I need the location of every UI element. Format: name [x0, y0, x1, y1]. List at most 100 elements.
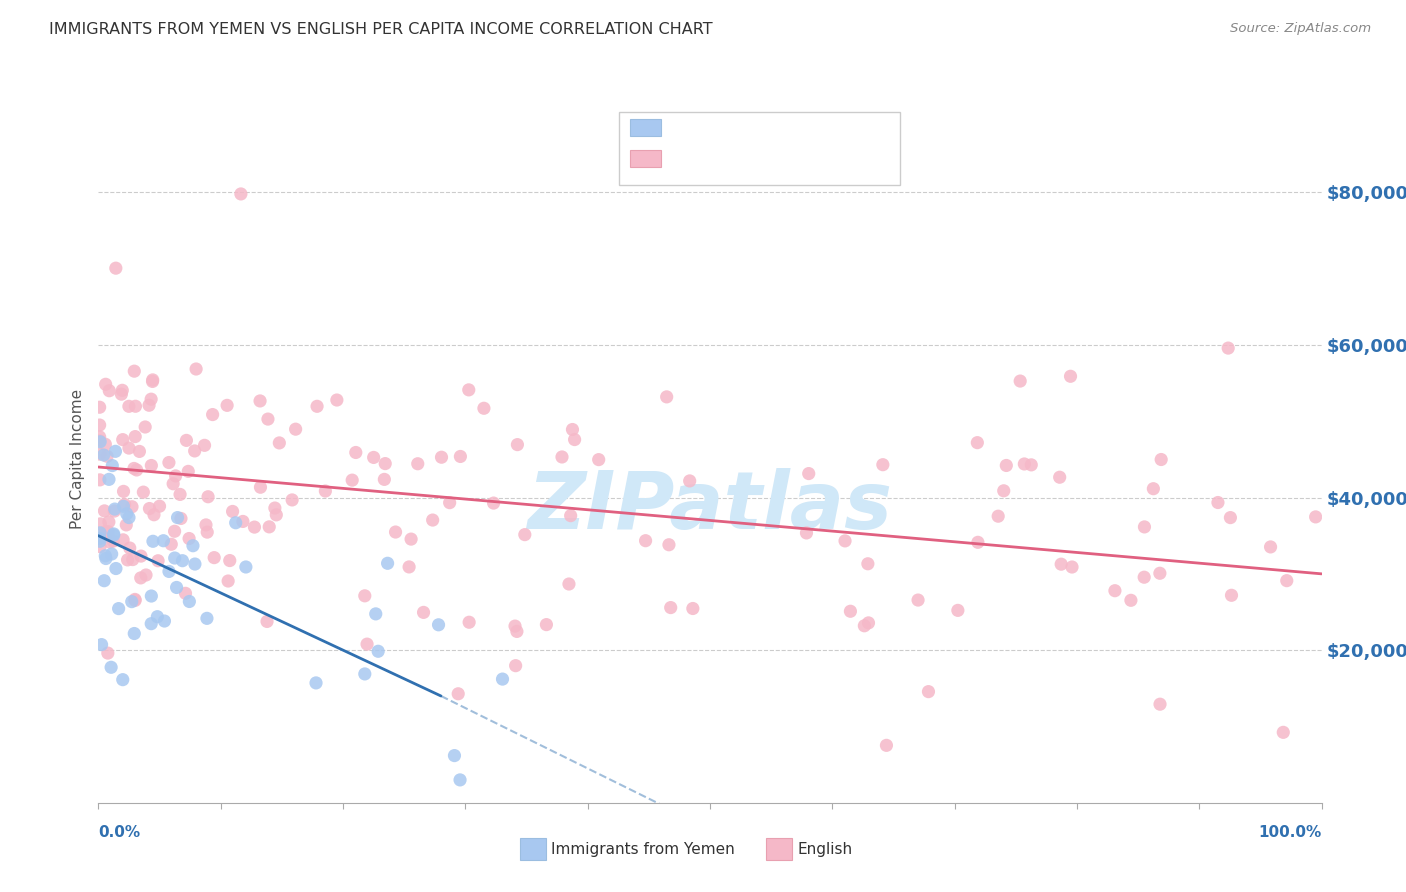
- Point: [111, 673, 134, 687]
- Text: Immigrants from Yemen: Immigrants from Yemen: [551, 842, 735, 856]
- Point: [118, 441, 141, 455]
- Point: [139, 392, 162, 407]
- Point: [93, 504, 115, 518]
- Text: R =: R =: [669, 120, 706, 138]
- Point: [170, 511, 193, 525]
- Point: [194, 517, 217, 532]
- Point: [103, 534, 125, 549]
- Point: [917, 684, 939, 698]
- Point: [148, 499, 170, 513]
- Point: [111, 384, 134, 398]
- Point: [98, 472, 121, 486]
- Point: [1272, 725, 1295, 739]
- Point: [257, 412, 280, 426]
- Point: [201, 408, 224, 422]
- Point: [143, 508, 166, 522]
- Point: [103, 527, 125, 541]
- Point: [134, 420, 156, 434]
- Point: [93, 448, 115, 462]
- Point: [146, 609, 169, 624]
- Point: [97, 646, 120, 660]
- Point: [97, 524, 120, 539]
- Point: [856, 557, 879, 571]
- Point: [564, 433, 586, 447]
- Point: [197, 490, 219, 504]
- Point: [89, 418, 111, 433]
- Point: [659, 600, 682, 615]
- Point: [266, 508, 288, 522]
- Point: [858, 615, 880, 630]
- Point: [89, 430, 111, 444]
- Point: [142, 373, 165, 387]
- Point: [1149, 566, 1171, 581]
- Point: [107, 601, 129, 615]
- Point: [184, 557, 207, 571]
- Point: [1149, 697, 1171, 711]
- Point: [138, 501, 160, 516]
- Point: [89, 532, 111, 546]
- Point: [506, 624, 529, 639]
- Point: [1019, 458, 1042, 472]
- Point: [655, 390, 678, 404]
- Point: [229, 186, 252, 201]
- Point: [243, 520, 266, 534]
- Point: [1305, 509, 1327, 524]
- Point: [412, 606, 434, 620]
- Point: [427, 617, 450, 632]
- Point: [183, 444, 205, 458]
- Point: [129, 571, 152, 585]
- Point: [257, 520, 280, 534]
- Point: [184, 362, 207, 376]
- Text: 100.0%: 100.0%: [1258, 825, 1322, 840]
- Point: [967, 535, 990, 549]
- Point: [364, 607, 387, 621]
- Point: [124, 593, 146, 607]
- Point: [367, 644, 389, 658]
- Text: 174: 174: [814, 152, 849, 169]
- Point: [305, 676, 328, 690]
- Point: [111, 433, 134, 447]
- Point: [491, 672, 513, 686]
- Point: [94, 551, 117, 566]
- Point: [162, 476, 184, 491]
- Point: [103, 528, 125, 542]
- Point: [157, 456, 180, 470]
- Point: [101, 458, 124, 473]
- Point: [513, 527, 536, 541]
- Point: [152, 533, 174, 548]
- Point: [89, 447, 111, 461]
- Point: [202, 550, 225, 565]
- Point: [104, 561, 127, 575]
- Point: [1275, 574, 1298, 588]
- Point: [115, 517, 138, 532]
- Point: [987, 509, 1010, 524]
- Point: [796, 525, 818, 540]
- Point: [384, 524, 406, 539]
- Point: [121, 594, 143, 608]
- Point: [121, 500, 143, 514]
- Point: [993, 483, 1015, 498]
- Point: [439, 496, 461, 510]
- Point: [89, 540, 111, 554]
- Point: [89, 525, 111, 540]
- Point: [115, 507, 138, 521]
- Point: [449, 450, 471, 464]
- Point: [112, 484, 135, 499]
- Point: [482, 496, 505, 510]
- Point: [193, 438, 215, 452]
- Point: [114, 498, 136, 512]
- Point: [138, 398, 160, 412]
- Point: [1220, 588, 1243, 602]
- Text: IMMIGRANTS FROM YEMEN VS ENGLISH PER CAPITA INCOME CORRELATION CHART: IMMIGRANTS FROM YEMEN VS ENGLISH PER CAP…: [49, 22, 713, 37]
- Point: [94, 524, 117, 539]
- Point: [356, 637, 378, 651]
- Point: [875, 739, 897, 753]
- Point: [281, 492, 304, 507]
- Text: 0.0%: 0.0%: [98, 825, 141, 840]
- Point: [1219, 510, 1241, 524]
- Point: [307, 400, 329, 414]
- Point: [1142, 482, 1164, 496]
- Point: [97, 515, 120, 529]
- Point: [1060, 560, 1083, 574]
- Point: [263, 501, 285, 516]
